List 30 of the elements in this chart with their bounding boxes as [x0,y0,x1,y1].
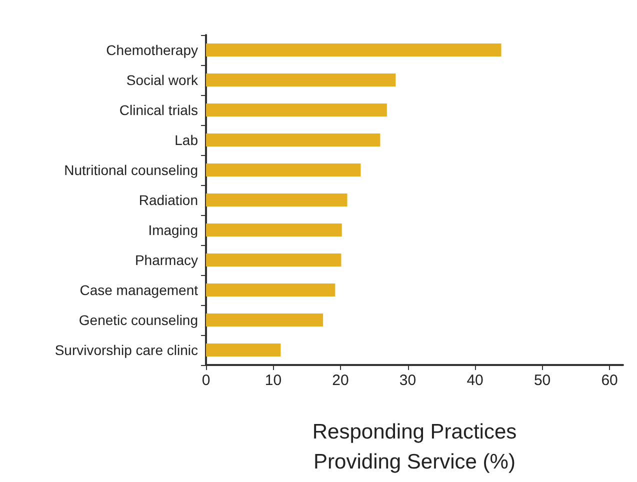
y-tick-label: Radiation [138,192,198,208]
y-tick-label: Lab [174,132,198,148]
y-tick-label: Imaging [148,222,198,238]
bar [206,284,336,296]
y-tick-label: Pharmacy [134,252,198,268]
bar [206,224,342,236]
bar [206,104,387,116]
y-tick-label: Social work [126,72,199,88]
x-tick-label: 0 [202,372,210,389]
bar [206,74,396,86]
y-tick-label: Case management [80,282,198,298]
y-tick-label: Nutritional counseling [64,162,198,178]
y-tick-label: Clinical trials [119,102,198,118]
x-tick-label: 20 [332,372,349,389]
x-tick-label: 10 [264,372,282,389]
x-tick-label: 50 [534,372,551,389]
y-tick-label: Genetic counseling [78,312,198,328]
bar [206,344,281,356]
x-tick-label: 40 [466,372,484,389]
x-tick-label: 60 [601,372,618,389]
x-tick-label: 30 [399,372,416,389]
bar [206,134,380,146]
bar [206,254,342,266]
y-tick-label: Chemotherapy [106,42,198,58]
bar [206,194,348,206]
y-tick-label: Survivorship care clinic [54,342,198,358]
bar [206,44,502,56]
bar [206,314,324,326]
x-axis-title: Responding Practices Providing Service (%) [312,420,517,474]
bar [206,164,361,176]
